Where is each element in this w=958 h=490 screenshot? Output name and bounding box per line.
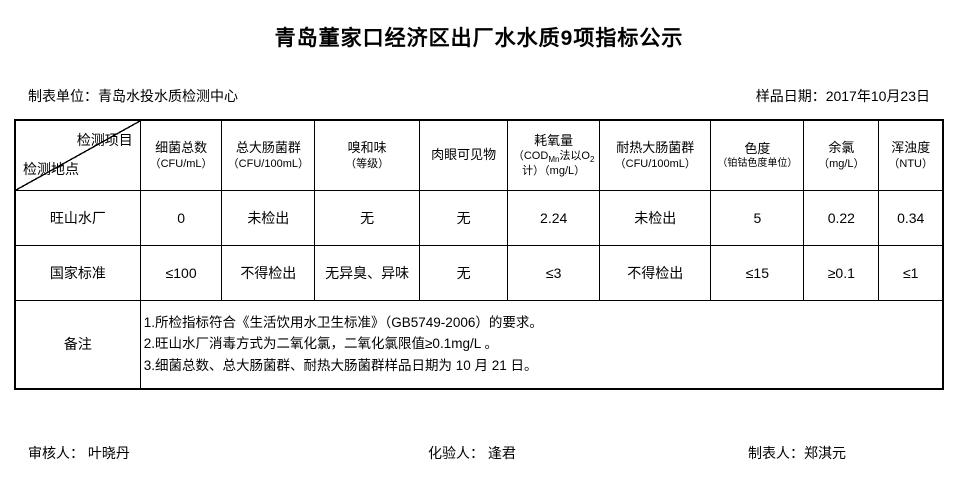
col-header-unit: （铂钴色度单位） (717, 158, 798, 170)
data-cell: ≤3 (507, 244, 601, 301)
col-header-residual-chlorine: 余氯 （mg/L） (803, 119, 880, 191)
data-cell: 无 (419, 189, 509, 246)
col-header-bacteria-count: 细菌总数 （CFU/mL） (139, 119, 223, 191)
remark-line: 2.旺山水厂消毒方式为二氧化氯，二氧化氯限值≥0.1mg/L 。 (143, 336, 498, 352)
col-header-unit: （CODMn法以O2计）（mg/L） (512, 150, 595, 178)
col-header-unit: （等级） (345, 157, 390, 170)
col-header-name: 肉眼可见物 (431, 147, 497, 163)
row-label: 国家标准 (14, 244, 141, 301)
corner-cell: 检测项目 检测地点 (14, 119, 141, 191)
col-header-name: 细菌总数 (155, 140, 208, 156)
meta-unit-label: 制表单位：青岛水投水质检测中心 (28, 88, 238, 104)
col-header-name: 嗅和味 (347, 140, 387, 156)
remark-line: 1.所检指标符合《生活饮用水卫生标准》（GB5749-2006）的要求。 (143, 314, 543, 330)
data-cell: ≤1 (878, 244, 944, 301)
col-header-turbidity: 浑浊度 （NTU） (878, 119, 944, 191)
footer-preparer: 制表人：郑淇元 (748, 445, 846, 461)
footer-reviewer: 审核人： 叶晓丹 (28, 445, 130, 461)
meta-date-label: 样品日期：2017年10月23日 (755, 88, 930, 104)
row-label: 旺山水厂 (14, 189, 141, 246)
col-header-total-coliform: 总大肠菌群 （CFU/100mL） (221, 119, 316, 191)
remark-row: 备注 1.所检指标符合《生活饮用水卫生标准》（GB5749-2006）的要求。 … (14, 299, 944, 390)
data-cell: 0.22 (803, 189, 880, 246)
water-quality-table: 检测项目 检测地点 细菌总数 （CFU/mL） 总大肠菌群 （CFU/100mL… (14, 119, 944, 390)
data-cell: 不得检出 (221, 244, 316, 301)
data-cell: 未检出 (221, 189, 316, 246)
table-row-national-standard: 国家标准 ≤100 不得检出 无异臭、异味 无 ≤3 不得检出 ≤15 ≥0.1… (14, 244, 944, 301)
remark-label: 备注 (14, 299, 141, 390)
col-header-odor-taste: 嗅和味 （等级） (314, 119, 421, 191)
col-header-name: 耐热大肠菌群 (616, 140, 695, 156)
meta-row: 制表单位：青岛水投水质检测中心 样品日期：2017年10月23日 (0, 86, 958, 106)
data-cell: 未检出 (599, 189, 712, 246)
col-header-visible-matter: 肉眼可见物 (419, 119, 509, 191)
data-cell: 无 (314, 189, 421, 246)
col-header-unit: （mg/L） (818, 157, 865, 170)
data-cell: 5 (710, 189, 805, 246)
col-header-unit: （CFU/mL） (149, 157, 213, 170)
data-cell: 0.34 (878, 189, 944, 246)
data-cell: 2.24 (507, 189, 601, 246)
table-row-wangshan: 旺山水厂 0 未检出 无 无 2.24 未检出 5 0.22 0.34 (14, 189, 944, 246)
data-cell: ≤100 (139, 244, 223, 301)
data-cell: 无 (419, 244, 509, 301)
col-header-name: 耗氧量 (534, 132, 574, 148)
col-header-cod: 耗氧量 （CODMn法以O2计）（mg/L） (507, 119, 601, 191)
header-row: 检测项目 检测地点 细菌总数 （CFU/mL） 总大肠菌群 （CFU/100mL… (14, 119, 944, 191)
remark-cell: 1.所检指标符合《生活饮用水卫生标准》（GB5749-2006）的要求。 2.旺… (139, 299, 944, 390)
col-header-unit: （NTU） (888, 157, 933, 170)
col-header-name: 总大肠菌群 (235, 140, 301, 156)
col-header-name: 余氯 (828, 140, 855, 156)
col-header-thermotolerant-coliform: 耐热大肠菌群 （CFU/100mL） (599, 119, 712, 191)
corner-label-location: 检测地点 (23, 160, 79, 177)
remark-line: 3.细菌总数、总大肠菌群、耐热大肠菌群样品日期为 10 月 21 日。 (143, 358, 538, 374)
page-title: 青岛董家口经济区出厂水水质9项指标公示 (274, 27, 684, 50)
data-cell: 不得检出 (599, 244, 712, 301)
col-header-name: 色度 (744, 140, 771, 156)
data-cell: 无异臭、异味 (314, 244, 421, 301)
footer-tester: 化验人： 逢君 (428, 445, 516, 461)
data-cell: ≥0.1 (803, 244, 880, 301)
data-cell: ≤15 (710, 244, 805, 301)
col-header-color: 色度 （铂钴色度单位） (710, 119, 805, 191)
col-header-name: 浑浊度 (891, 140, 931, 156)
col-header-unit: （CFU/100mL） (614, 157, 696, 170)
data-cell: 0 (139, 189, 223, 246)
col-header-unit: （CFU/100mL） (227, 157, 309, 170)
corner-label-items: 检测项目 (76, 132, 133, 148)
